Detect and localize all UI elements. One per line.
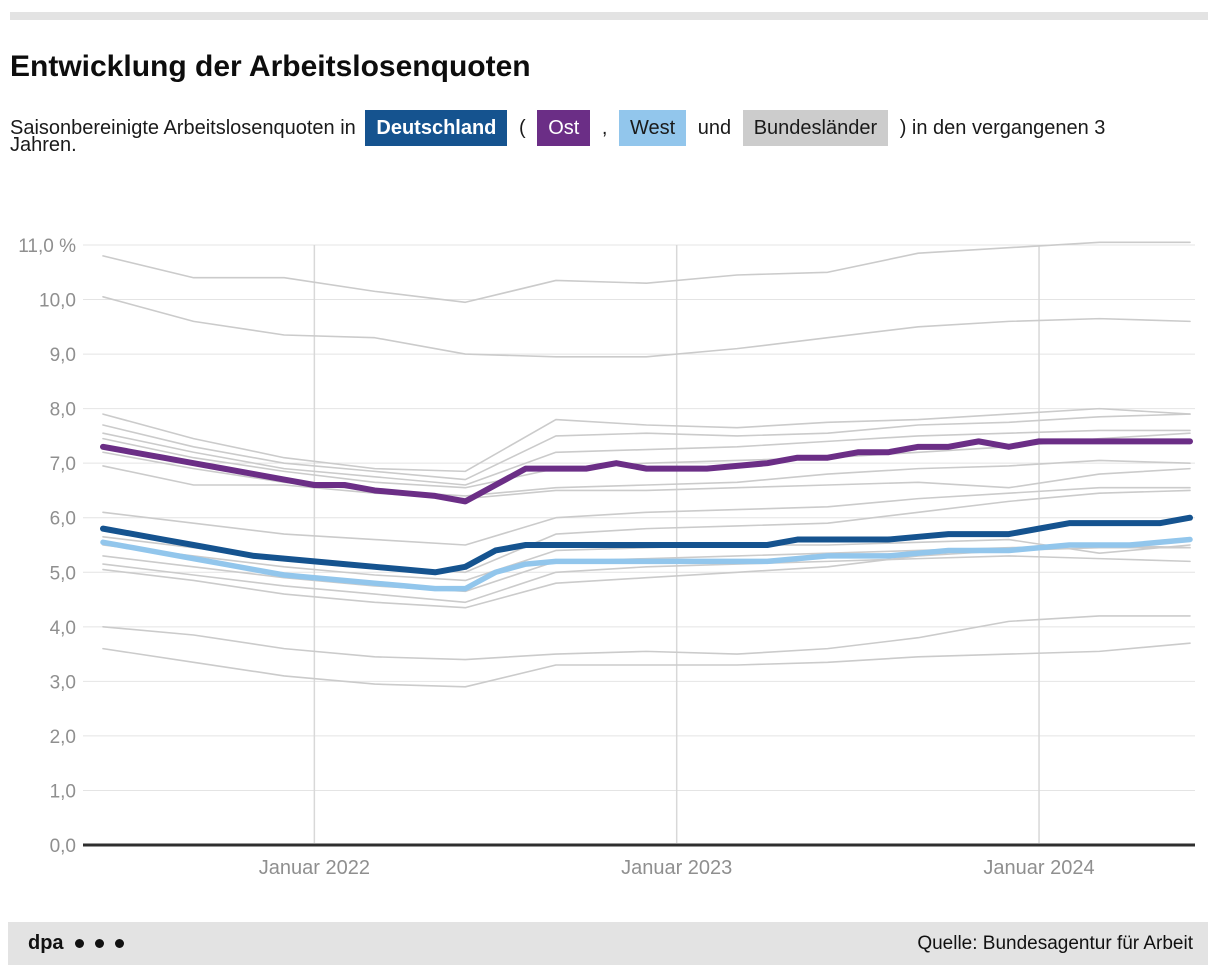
subtitle-line2: Jahren.: [10, 134, 77, 156]
legend-chip-ost: Ost: [537, 110, 591, 146]
x-tick-label: Januar 2022: [259, 857, 370, 879]
dpa-dot-icon: [94, 939, 104, 948]
bundesland-line: [102, 465, 1191, 500]
y-tick-label: 9,0: [50, 345, 76, 366]
series-line-west: [100, 536, 1193, 592]
bundesland-line: [102, 413, 1191, 481]
footer-bar: dpa Quelle: Bundesagentur für Arbeit: [8, 922, 1208, 965]
y-tick-label: 7,0: [50, 454, 76, 475]
chart-subtitle: Saisonbereinigte Arbeitslosenquoten in D…: [10, 106, 1210, 150]
bundesland-line: [102, 642, 1191, 688]
legend-chip-west: West: [619, 110, 687, 146]
dpa-logo-text: dpa: [28, 932, 64, 954]
subtitle-open-paren: (: [518, 117, 526, 139]
legend-chip-deutschland: Deutschland: [365, 110, 508, 146]
source-credit: Quelle: Bundesagentur für Arbeit: [917, 932, 1193, 954]
subtitle-text: Saisonbereinigte Arbeitslosenquoten in: [10, 117, 356, 139]
y-tick-label: 4,0: [50, 618, 76, 639]
y-tick-label: 5,0: [50, 563, 76, 584]
top-accent-bar: [10, 12, 1208, 20]
y-tick-label: 10,0: [39, 291, 76, 312]
y-tick-label: 6,0: [50, 509, 76, 530]
bundesland-line: [102, 429, 1191, 486]
x-tick-label: Januar 2023: [621, 857, 732, 879]
bundesland-line: [102, 615, 1191, 661]
y-tick-label: 2,0: [50, 727, 76, 748]
bundesland-line: [102, 296, 1191, 358]
dpa-dot-icon: [74, 939, 84, 948]
y-tick-label: 1,0: [50, 781, 76, 802]
y-tick-label: 3,0: [50, 672, 76, 693]
bundesland-line: [102, 555, 1191, 604]
series-line-ost: [100, 438, 1193, 505]
subtitle-comma: ,: [601, 117, 608, 139]
bundesland-line: [102, 486, 1191, 546]
bundesland-line: [102, 407, 1191, 473]
series-line-deutschland: [100, 514, 1193, 576]
y-tick-label: 11,0 %: [18, 236, 76, 257]
bundesland-line: [102, 241, 1191, 304]
legend-chip-bundeslaender: Bundesländer: [742, 110, 889, 146]
y-tick-label: 0,0: [50, 836, 76, 857]
x-tick-label: Januar 2024: [983, 857, 1094, 879]
page-title: Entwicklung der Arbeitslosenquoten: [10, 50, 531, 84]
subtitle-close-text: ) in den vergangenen 3: [899, 117, 1106, 139]
dpa-logo: dpa: [28, 932, 124, 955]
y-tick-label: 8,0: [50, 400, 76, 421]
dpa-dot-icon: [114, 939, 124, 948]
subtitle-und: und: [697, 117, 732, 139]
